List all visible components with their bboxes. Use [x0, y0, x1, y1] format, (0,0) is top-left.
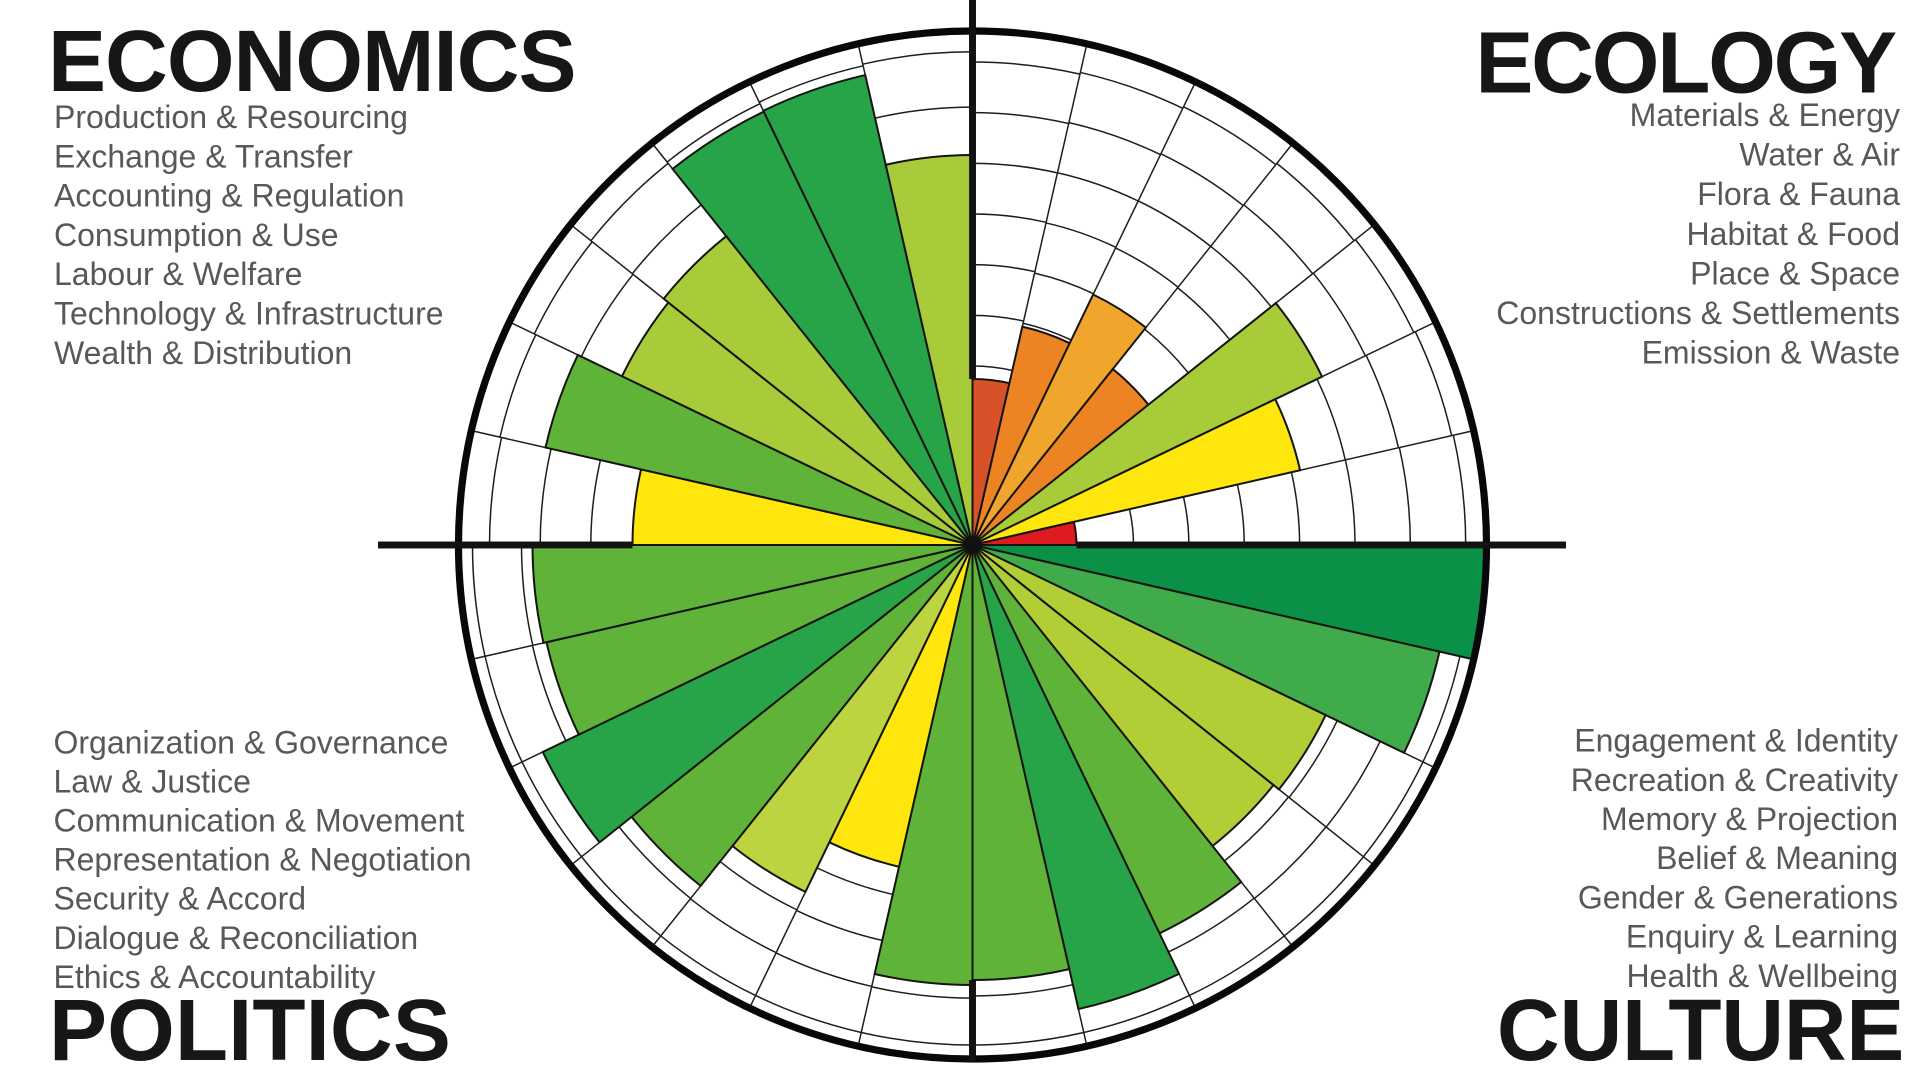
svg-text:Exchange & Transfer: Exchange & Transfer: [54, 138, 353, 174]
svg-text:Security & Accord: Security & Accord: [54, 881, 307, 917]
svg-text:Consumption & Use: Consumption & Use: [54, 217, 339, 253]
svg-text:Organization & Governance: Organization & Governance: [54, 725, 449, 761]
svg-text:Accounting & Regulation: Accounting & Regulation: [54, 178, 404, 214]
svg-text:Production & Resourcing: Production & Resourcing: [54, 99, 408, 135]
svg-text:Gender & Generations: Gender & Generations: [1578, 879, 1898, 915]
svg-text:Place & Space: Place & Space: [1690, 255, 1900, 291]
svg-text:Materials & Energy: Materials & Energy: [1630, 97, 1900, 133]
svg-text:Wealth & Distribution: Wealth & Distribution: [54, 335, 352, 371]
svg-text:Memory & Projection: Memory & Projection: [1601, 801, 1898, 837]
svg-text:Ethics & Accountability: Ethics & Accountability: [54, 959, 376, 995]
svg-text:Engagement & Identity: Engagement & Identity: [1574, 723, 1898, 759]
svg-text:Habitat & Food: Habitat & Food: [1687, 216, 1900, 252]
svg-text:Technology & Infrastructure: Technology & Infrastructure: [54, 296, 444, 332]
svg-text:Emission & Waste: Emission & Waste: [1642, 335, 1900, 371]
svg-text:Law & Justice: Law & Justice: [54, 764, 251, 800]
svg-text:Health & Wellbeing: Health & Wellbeing: [1626, 958, 1898, 994]
svg-text:Flora & Fauna: Flora & Fauna: [1697, 176, 1900, 212]
svg-text:ECOLOGY: ECOLOGY: [1475, 15, 1896, 112]
svg-text:Representation & Negotiation: Representation & Negotiation: [54, 842, 472, 878]
svg-text:Dialogue & Reconciliation: Dialogue & Reconciliation: [54, 920, 419, 956]
svg-text:POLITICS: POLITICS: [49, 982, 451, 1079]
svg-text:CULTURE: CULTURE: [1497, 982, 1904, 1079]
svg-text:Labour & Welfare: Labour & Welfare: [54, 256, 302, 292]
svg-text:Enquiry & Learning: Enquiry & Learning: [1626, 919, 1898, 955]
svg-text:Water & Air: Water & Air: [1739, 137, 1900, 173]
svg-text:ECONOMICS: ECONOMICS: [48, 13, 576, 110]
svg-text:Communication & Movement: Communication & Movement: [54, 803, 465, 839]
svg-text:Belief & Meaning: Belief & Meaning: [1656, 840, 1898, 876]
svg-text:Recreation & Creativity: Recreation & Creativity: [1571, 762, 1898, 798]
svg-text:Constructions & Settlements: Constructions & Settlements: [1496, 295, 1900, 331]
